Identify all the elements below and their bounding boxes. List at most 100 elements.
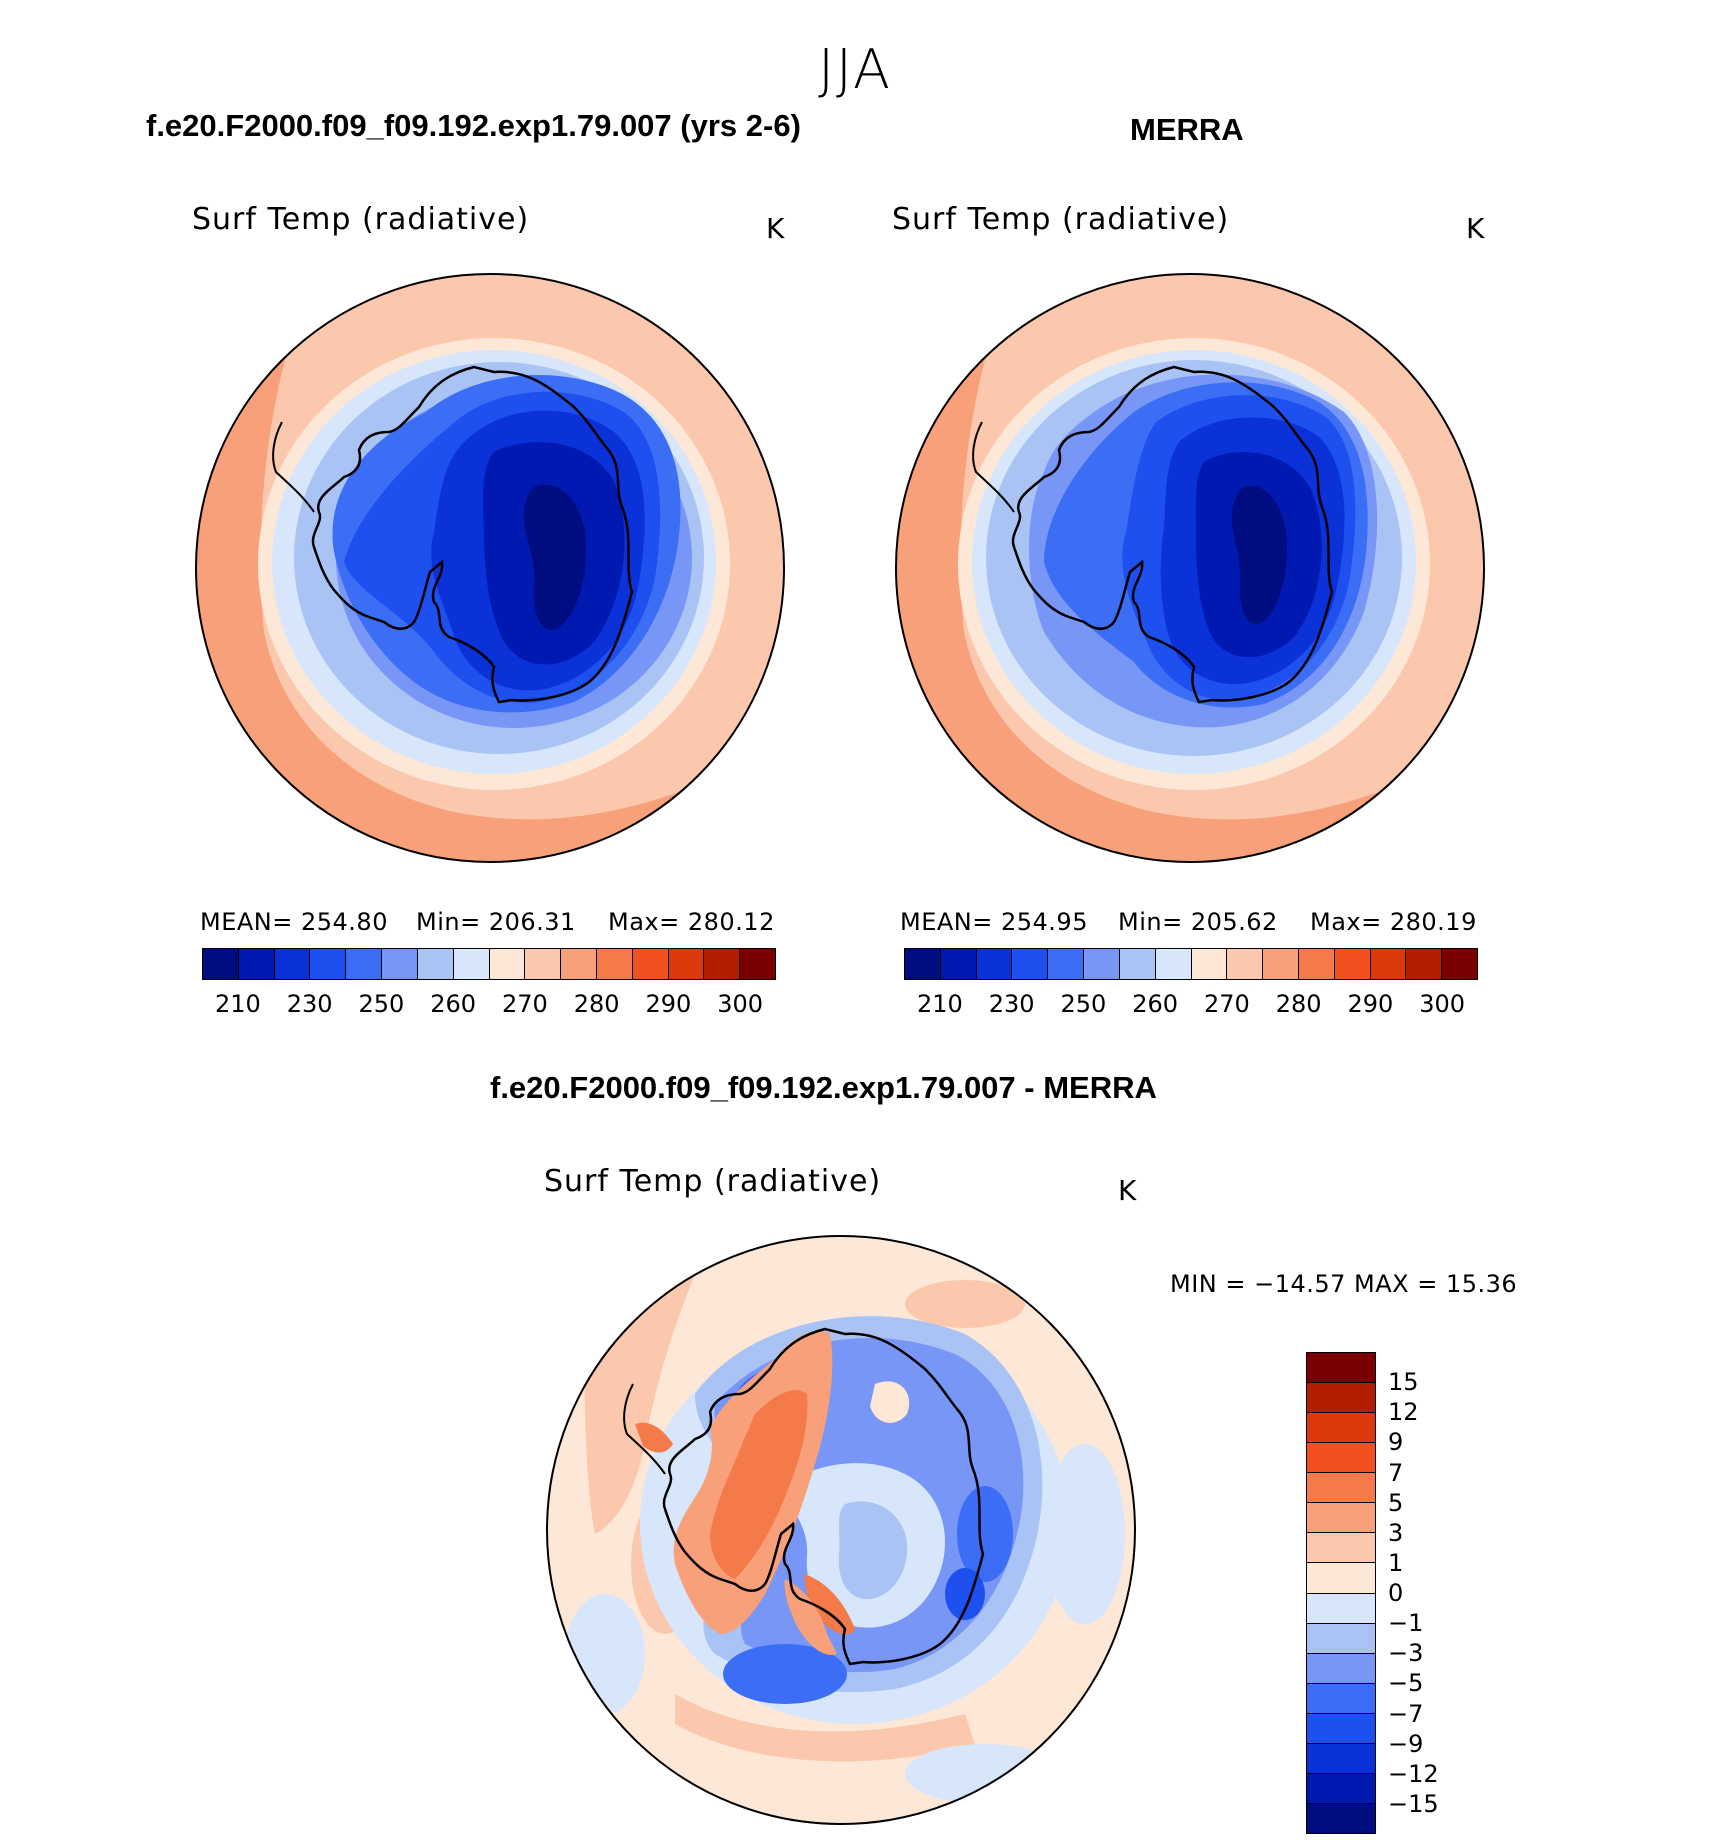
panel2-colorbar-swatch	[940, 949, 977, 979]
panel2-min-stat: Min= 205.62	[1118, 908, 1278, 936]
panel2-colorbar-tick-label: 290	[1347, 990, 1394, 1018]
panel2-colorbar-swatch	[1048, 949, 1085, 979]
panel3-colorbar-swatch	[1307, 1563, 1375, 1594]
panel2-colorbar-tick-label: 210	[916, 990, 963, 1018]
panel3-colorbar-ticks: 15 12 9 7 5 3 1 0 −1 −3 −5 −7 −9 −12 −15	[1388, 1352, 1478, 1834]
panel3-colorbar-swatch	[1307, 1803, 1375, 1833]
panel3-colorbar-swatch	[1307, 1353, 1375, 1384]
panel3-colorbar-swatch	[1307, 1383, 1375, 1414]
panel3-units-label: K	[1118, 1174, 1137, 1207]
panel3-colorbar	[1306, 1352, 1376, 1834]
panel3-colorbar-tick-label: −7	[1388, 1699, 1424, 1728]
panel3-colorbar-tick-label: 5	[1388, 1488, 1404, 1517]
panel2-colorbar-tick-label: 300	[1419, 990, 1466, 1018]
panel3-colorbar-tick-label: −12	[1388, 1759, 1439, 1788]
panel3-colorbar-swatch	[1307, 1503, 1375, 1534]
panel2-colorbar-swatch	[1298, 949, 1335, 979]
panel1-colorbar-swatch	[453, 949, 490, 979]
panel2-colorbar-swatch	[905, 949, 941, 979]
panel2-title: MERRA	[1130, 112, 1244, 147]
panel1-colorbar-swatch	[203, 949, 239, 979]
panel1-colorbar-swatch	[632, 949, 669, 979]
panel2-colorbar-swatch	[1263, 949, 1299, 979]
panel1-colorbar-swatch	[310, 949, 347, 979]
panel1-colorbar-swatch	[274, 949, 311, 979]
panel1-polar-map	[195, 273, 785, 863]
panel3-colorbar-tick-label: 1	[1388, 1548, 1404, 1577]
panel1-colorbar-swatch	[668, 949, 705, 979]
panel1-colorbar-swatch	[238, 949, 275, 979]
panel1-variable-label: Surf Temp (radiative)	[192, 202, 530, 237]
panel1-colorbar-tick-label: 290	[645, 990, 692, 1018]
panel2-colorbar-tick-label: 280	[1275, 990, 1322, 1018]
panel2-colorbar-swatch	[1084, 949, 1120, 979]
panel3-colorbar-tick-label: 9	[1388, 1428, 1404, 1457]
panel2-colorbar-tick-label: 270	[1203, 990, 1250, 1018]
panel2-colorbar-swatch	[1442, 949, 1477, 979]
panel3-colorbar-swatch	[1307, 1473, 1375, 1504]
panel3-colorbar-swatch	[1307, 1623, 1375, 1654]
panel2-polar-map	[895, 273, 1485, 863]
panel3-colorbar-tick-label: 12	[1388, 1398, 1419, 1427]
panel3-colorbar-swatch	[1307, 1743, 1375, 1774]
panel2-mean-stat: MEAN= 254.95	[900, 908, 1088, 936]
panel1-colorbar-tick-label: 250	[358, 990, 405, 1018]
panel3-colorbar-swatch	[1307, 1593, 1375, 1624]
panel3-colorbar-swatch	[1307, 1773, 1375, 1804]
panel1-mean-stat: MEAN= 254.80	[200, 908, 388, 936]
panel1-colorbar-tick-label: 300	[717, 990, 764, 1018]
panel1-colorbar-swatch	[525, 949, 562, 979]
panel2-colorbar-swatch	[1191, 949, 1228, 979]
panel3-colorbar-tick-label: −9	[1388, 1729, 1424, 1758]
panel1-colorbar-tick-label: 270	[501, 990, 548, 1018]
panel3-colorbar-tick-label: −3	[1388, 1639, 1424, 1668]
panel3-colorbar-tick-label: 15	[1388, 1368, 1419, 1397]
panel2-colorbar-swatch	[1334, 949, 1371, 979]
panel2-colorbar-swatch	[1370, 949, 1407, 979]
panel1-colorbar-tick-label: 210	[214, 990, 261, 1018]
panel2-colorbar-swatch	[976, 949, 1013, 979]
panel3-colorbar-swatch	[1307, 1713, 1375, 1744]
panel3-colorbar-swatch	[1307, 1443, 1375, 1474]
panel1-min-stat: Min= 206.31	[416, 908, 576, 936]
panel1-max-stat: Max= 280.12	[608, 908, 775, 936]
panel1-colorbar-tick-label: 280	[573, 990, 620, 1018]
panel1-colorbar-swatch	[489, 949, 526, 979]
panel3-colorbar-tick-label: 7	[1388, 1458, 1404, 1487]
panel3-title: f.e20.F2000.f09_f09.192.exp1.79.007 - ME…	[490, 1070, 1157, 1105]
panel1-colorbar-tick-label: 230	[286, 990, 333, 1018]
panel2-max-stat: Max= 280.19	[1310, 908, 1477, 936]
panel2-colorbar	[904, 948, 1478, 980]
panel2-variable-label: Surf Temp (radiative)	[892, 202, 1230, 237]
panel1-units-label: K	[766, 212, 785, 245]
panel1-colorbar	[202, 948, 776, 980]
panel3-polar-map	[546, 1235, 1136, 1825]
panel1-title: f.e20.F2000.f09_f09.192.exp1.79.007 (yrs…	[146, 108, 801, 143]
panel2-colorbar-swatch	[1227, 949, 1264, 979]
panel3-colorbar-swatch	[1307, 1533, 1375, 1564]
panel2-colorbar-swatch	[1155, 949, 1192, 979]
panel2-colorbar-tick-label: 260	[1132, 990, 1179, 1018]
panel2-units-label: K	[1466, 212, 1485, 245]
panel3-variable-label: Surf Temp (radiative)	[544, 1164, 882, 1199]
panel1-colorbar-tick-label: 260	[430, 990, 477, 1018]
panel3-colorbar-tick-label: −5	[1388, 1669, 1424, 1698]
panel3-colorbar-swatch	[1307, 1653, 1375, 1684]
panel1-colorbar-ticks: 210 230 250 260 270 280 290 300	[202, 990, 776, 1020]
panel2-colorbar-swatch	[1119, 949, 1156, 979]
panel3-colorbar-tick-label: −1	[1388, 1609, 1424, 1638]
panel1-colorbar-swatch	[417, 949, 454, 979]
panel2-colorbar-tick-label: 250	[1060, 990, 1107, 1018]
panel2-colorbar-ticks: 210 230 250 260 270 280 290 300	[904, 990, 1478, 1020]
panel3-colorbar-tick-label: 3	[1388, 1518, 1404, 1547]
panel1-colorbar-swatch	[740, 949, 775, 979]
panel3-colorbar-swatch	[1307, 1683, 1375, 1714]
panel1-colorbar-swatch	[561, 949, 597, 979]
panel3-colorbar-swatch	[1307, 1413, 1375, 1444]
panel3-colorbar-tick-label: −15	[1388, 1789, 1439, 1818]
panel1-colorbar-swatch	[704, 949, 741, 979]
panel1-colorbar-swatch	[596, 949, 633, 979]
panel2-colorbar-tick-label: 230	[988, 990, 1035, 1018]
panel2-colorbar-swatch	[1406, 949, 1443, 979]
panel3-colorbar-tick-label: 0	[1388, 1579, 1404, 1607]
